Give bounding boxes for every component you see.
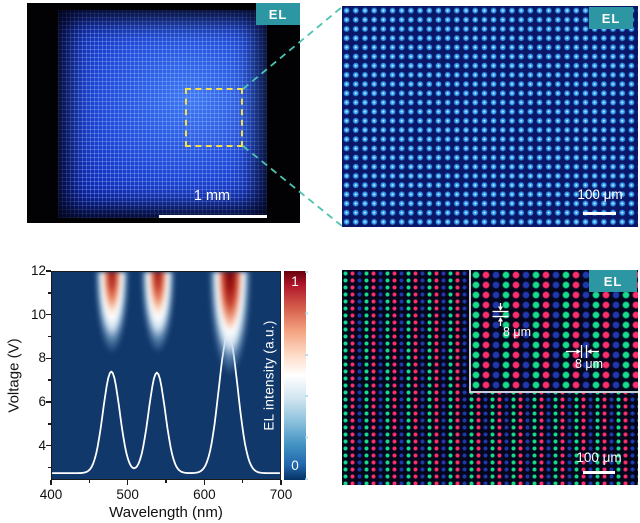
x-tick-label: 500 bbox=[116, 487, 139, 502]
colorbar-ticks bbox=[305, 271, 308, 480]
pitch-label-horizontal: 8 μm bbox=[575, 357, 604, 371]
scale-bar bbox=[159, 215, 267, 218]
el-badge-label: EL bbox=[601, 10, 621, 26]
y-tick-label: 10 bbox=[30, 306, 46, 322]
y-minor-tick bbox=[48, 379, 51, 381]
led-array-overview bbox=[58, 10, 267, 218]
y-tick-label: 6 bbox=[38, 394, 46, 410]
el-badge-label: EL bbox=[268, 6, 288, 22]
heatmap-flame bbox=[207, 272, 252, 390]
el-badge: EL bbox=[589, 7, 633, 29]
x-tick bbox=[50, 480, 52, 485]
x-tick-label: 600 bbox=[193, 487, 216, 502]
y-tick bbox=[46, 313, 51, 316]
y-tick bbox=[46, 270, 51, 272]
y-tick bbox=[46, 357, 51, 360]
y-minor-tick bbox=[48, 466, 51, 469]
x-tick-label: 400 bbox=[39, 487, 63, 502]
heatmap-flame bbox=[93, 272, 130, 366]
scale-bar-label: 100 μm bbox=[577, 187, 623, 202]
pitch-label-vertical: 8 μm bbox=[503, 325, 532, 339]
el-badge-label: EL bbox=[603, 273, 623, 289]
colorbar bbox=[284, 271, 306, 480]
led-array-zoom bbox=[342, 6, 638, 227]
y-minor-tick bbox=[48, 423, 51, 425]
colorbar-min-label: 0 bbox=[291, 458, 299, 473]
y-tick-label: 12 bbox=[30, 263, 46, 278]
x-minor-tick bbox=[165, 480, 167, 483]
scale-bar bbox=[583, 471, 615, 474]
heatmap-flame bbox=[139, 272, 176, 366]
y-minor-tick bbox=[48, 335, 51, 338]
x-tick-label: 700 bbox=[269, 487, 293, 502]
panel-zoom-el: EL 100 μm bbox=[342, 6, 638, 227]
el-badge: EL bbox=[256, 3, 300, 25]
scale-bar-label: 100 μm bbox=[576, 450, 622, 465]
x-minor-tick bbox=[88, 480, 91, 483]
y-tick bbox=[46, 444, 51, 447]
scale-bar bbox=[583, 212, 616, 215]
panel-rgb-el: EL 8 μm 8 μm 100 μm bbox=[342, 270, 638, 485]
el-badge: EL bbox=[589, 270, 637, 292]
y-tick bbox=[46, 401, 51, 403]
colorbar-max-label: 1 bbox=[291, 274, 299, 289]
panel-overview-el: EL 1 mm bbox=[27, 3, 300, 223]
y-tick-label: 4 bbox=[38, 437, 46, 453]
y-minor-tick bbox=[48, 292, 51, 294]
panel-spectra-chart: Wavelength (nm) Voltage (V) 1 0 EL inten… bbox=[0, 255, 320, 523]
x-tick bbox=[280, 480, 282, 485]
y-tick-label: 8 bbox=[38, 350, 46, 366]
x-tick bbox=[203, 480, 206, 485]
zoom-region-box bbox=[185, 88, 243, 147]
x-minor-tick bbox=[241, 480, 244, 483]
x-axis-title: Wavelength (nm) bbox=[109, 504, 223, 521]
scale-bar-label: 1 mm bbox=[193, 188, 231, 204]
spectrum-path bbox=[52, 332, 280, 475]
el-spectrum-curve bbox=[52, 332, 280, 475]
colorbar-title: EL intensity (a.u.) bbox=[261, 320, 277, 431]
x-tick bbox=[126, 480, 129, 485]
plot-area bbox=[51, 271, 281, 480]
